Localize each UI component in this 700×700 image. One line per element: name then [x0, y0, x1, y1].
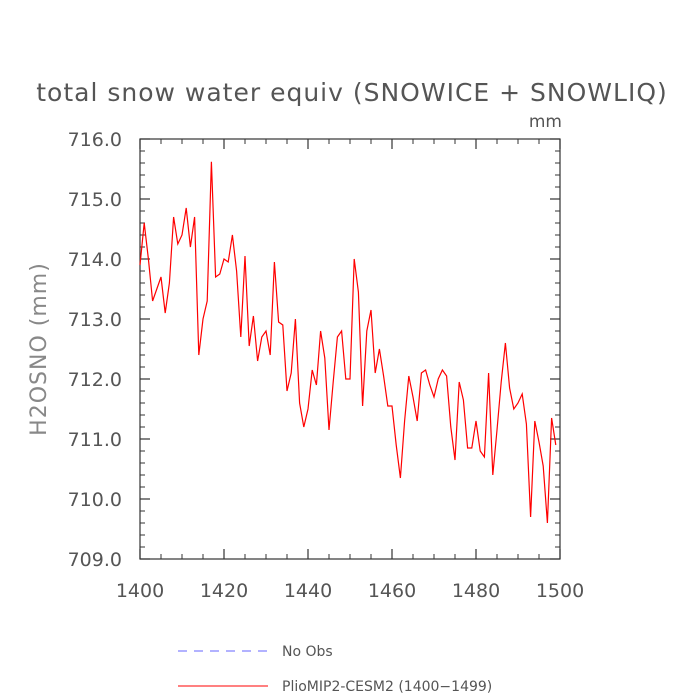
x-tick-label: 1420	[200, 580, 248, 602]
x-tick-label: 1480	[452, 580, 500, 602]
y-tick-label: 715.0	[68, 189, 122, 211]
series-line-pliomip2-cesm2-1400-1499	[139, 161, 557, 524]
units-label: mm	[529, 112, 562, 132]
y-axis-label: H2OSNO (mm)	[27, 262, 52, 436]
x-tick-label: 1400	[116, 580, 164, 602]
y-tick-label: 709.0	[68, 549, 122, 571]
y-tick-label: 716.0	[68, 129, 122, 151]
x-tick-label: 1460	[368, 580, 416, 602]
x-tick-label: 1500	[536, 580, 584, 602]
x-tick-labels: 1400 1420 1440 1460 1480 1500	[116, 580, 584, 602]
y-tick-label: 710.0	[68, 489, 122, 511]
y-tick-label: 711.0	[68, 429, 122, 451]
legend: No Obs PlioMIP2-CESM2 (1400−1499)	[178, 644, 492, 695]
legend-label-no-obs: No Obs	[282, 644, 333, 660]
legend-label-pliomip2-cesm2: PlioMIP2-CESM2 (1400−1499)	[282, 679, 492, 695]
x-tick-label: 1440	[284, 580, 332, 602]
series-layer	[139, 161, 557, 524]
major-ticks	[139, 138, 561, 560]
plot-frame	[139, 138, 561, 560]
minor-ticks	[140, 139, 560, 559]
chart-title: total snow water equiv (SNOWICE + SNOWLI…	[36, 78, 668, 107]
y-tick-label: 712.0	[68, 369, 122, 391]
y-tick-label: 714.0	[68, 249, 122, 271]
y-tick-labels: 709.0 710.0 711.0 712.0 713.0 714.0 715.0 716.0	[68, 129, 122, 571]
y-tick-label: 713.0	[68, 309, 122, 331]
